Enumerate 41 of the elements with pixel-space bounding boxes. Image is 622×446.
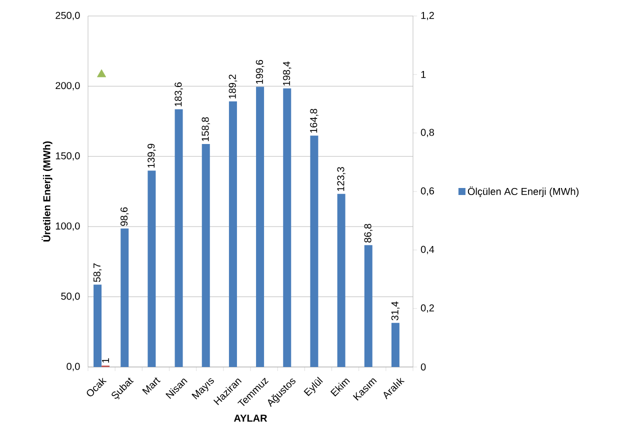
bar [391,322,400,367]
data-label: 1 [102,358,109,363]
y2-tick-label: 1 [421,71,426,78]
data-label: 183,6 [174,82,183,106]
legend-label: Ölçülen AC Enerji (MWh) [468,186,578,198]
y-tick-label: 50,0 [61,292,80,301]
data-label: 139,9 [148,144,156,168]
y2-tick-label: 1,2 [421,12,434,20]
bar [364,245,372,367]
data-label: 58,7 [93,263,102,282]
y2-tick-label: 0,6 [420,187,434,196]
data-label: 199,6 [256,60,264,84]
data-label: 98,6 [120,207,129,226]
y2-tick-label: 0 [420,363,426,371]
bar [174,109,183,367]
data-label: 198,4 [283,62,292,86]
data-label: 164,8 [310,108,318,133]
data-label: 123,3 [337,167,346,191]
x-axis-title: AYLAR [234,414,268,422]
bar [94,284,102,367]
bar [148,170,156,367]
y-tick-label: 0,0 [66,362,80,372]
bar [337,194,346,367]
y-tick-label: 200,0 [56,82,80,90]
y-tick-label: 150,0 [56,152,80,161]
y-tick-label: 100,0 [56,222,80,231]
data-label: 31,4 [391,302,400,320]
y2-tick-label: 0,4 [420,246,434,254]
y2-tick-label: 0,8 [420,128,434,138]
data-label: 86,8 [364,224,373,242]
bar [256,86,264,367]
y2-tick-label: 0,2 [420,304,434,313]
bar [228,101,237,367]
y-tick-label: 250,0 [56,12,80,20]
y-axis-title: Üretilen Enerji (MWh) [42,141,52,242]
bar [202,144,210,367]
bar [283,88,292,367]
data-label: 158,8 [202,117,210,142]
bar [120,228,129,367]
data-label: 189,2 [228,74,238,98]
bar [310,136,318,367]
